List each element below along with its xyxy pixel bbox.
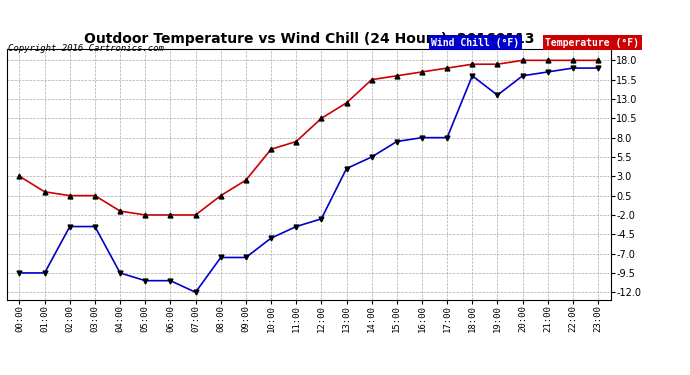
Title: Outdoor Temperature vs Wind Chill (24 Hours)  20160113: Outdoor Temperature vs Wind Chill (24 Ho… — [83, 32, 534, 46]
Text: Wind Chill (°F): Wind Chill (°F) — [431, 38, 520, 48]
Text: Copyright 2016 Cartronics.com: Copyright 2016 Cartronics.com — [8, 44, 164, 52]
Text: Temperature (°F): Temperature (°F) — [545, 38, 639, 48]
